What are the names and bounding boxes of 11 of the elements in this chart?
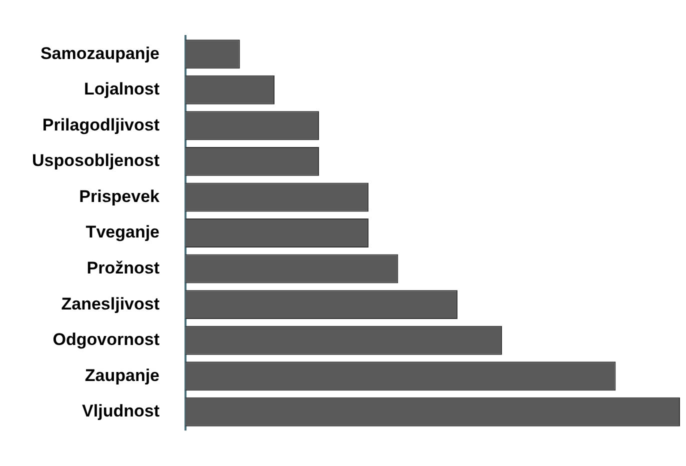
y-tick-label: Lojalnost: [84, 80, 160, 99]
y-tick-label: Zaupanje: [84, 366, 160, 385]
y-tick-label: Prilagodljivost: [42, 115, 160, 134]
y-tick-label: Zanesljivost: [61, 294, 160, 314]
y-tick-label: Usposobljenost: [32, 151, 160, 170]
y-tick-label: Odgovornost: [52, 330, 160, 350]
y-tick-label: Vljudnost: [82, 402, 160, 421]
y-tick-label: Prispevek: [79, 186, 160, 206]
y-tick-label: Samozaupanje: [40, 44, 160, 63]
y-tick-label: Tveganje: [86, 222, 160, 242]
y-tick-label: Prožnost: [86, 258, 160, 278]
